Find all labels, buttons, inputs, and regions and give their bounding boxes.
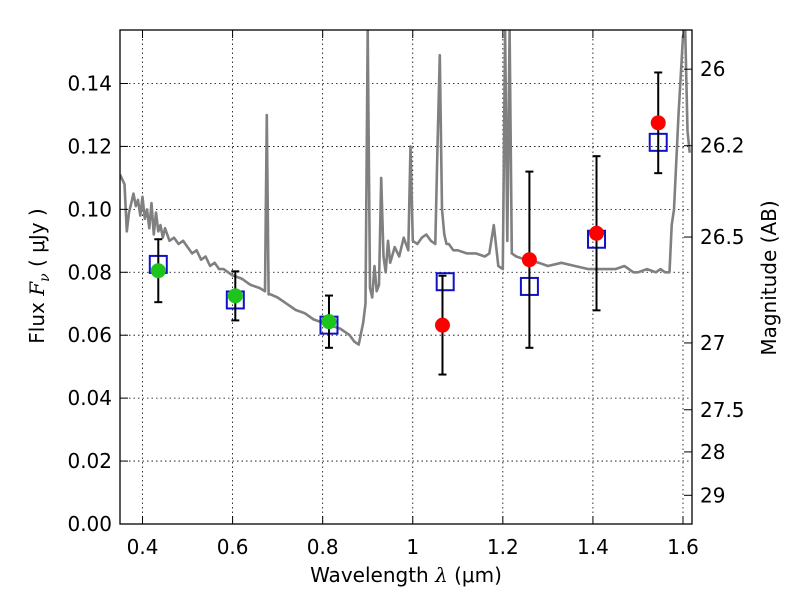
data-point [521, 252, 537, 268]
x-tick-label: 1.4 [577, 535, 609, 559]
data-point [589, 225, 605, 241]
x-axis-ticks: 0.4 0.6 0.8 1 1.2 1.4 1.6 [127, 30, 699, 559]
y2-tick-label: 26.2 [700, 134, 745, 158]
template-spectrum-layer [120, 30, 691, 346]
y-axis-title-unit: ( μJy ) [25, 208, 49, 273]
y-tick-label: 0.12 [67, 134, 112, 158]
y2-axis-title: Magnitude (AB) [757, 200, 781, 355]
y-axis-title-subscript: ν [37, 273, 53, 282]
data-points-layer [148, 71, 668, 376]
y2-tick-label: 28 [700, 440, 725, 464]
template-spectrum-line [120, 30, 691, 346]
data-point [434, 317, 450, 333]
x-tick-label: 1.2 [487, 535, 519, 559]
x-axis-title-symbol: λ [434, 563, 448, 587]
x-axis-title-prefix: Wavelength [310, 563, 435, 587]
x-axis-title-unit: (μm) [448, 563, 502, 587]
y2-tick-label: 26 [700, 57, 725, 81]
x-tick-label: 1.6 [667, 535, 699, 559]
y2-tick-label: 29 [700, 483, 725, 507]
y-tick-label: 0.08 [67, 260, 112, 284]
x-tick-label: 0.8 [307, 535, 339, 559]
y-axis-title-prefix: Flux [25, 296, 49, 344]
data-point [150, 263, 166, 279]
y-tick-label: 0.06 [67, 323, 112, 347]
y-tick-label: 0.00 [67, 512, 112, 536]
y-axis-title-symbol: F [25, 281, 49, 297]
plot-frame [119, 29, 693, 525]
y2-tick-label: 27.5 [700, 398, 745, 422]
x-tick-label: 1 [406, 535, 419, 559]
y-tick-label: 0.14 [67, 71, 112, 95]
y2-tick-label: 27 [700, 331, 725, 355]
data-point [650, 115, 666, 131]
data-point [227, 288, 243, 304]
y-tick-label: 0.04 [67, 386, 112, 410]
y-axis-title: Flux Fν ( μJy ) [25, 208, 53, 343]
data-point [321, 314, 337, 330]
x-axis-title: Wavelength λ (μm) [310, 563, 502, 587]
y-tick-label: 0.10 [67, 197, 112, 221]
y-tick-label: 0.02 [67, 449, 112, 473]
model-box-marker [435, 272, 455, 292]
y2-tick-label: 26.5 [700, 225, 745, 249]
y2-axis-ticks: 26 26.2 26.5 27 27.5 28 29 [684, 57, 745, 507]
y-axis-ticks: 0.00 0.02 0.04 0.06 0.08 0.10 0.12 0.14 [67, 71, 128, 536]
x-tick-label: 0.6 [217, 535, 249, 559]
x-tick-label: 0.4 [127, 535, 159, 559]
